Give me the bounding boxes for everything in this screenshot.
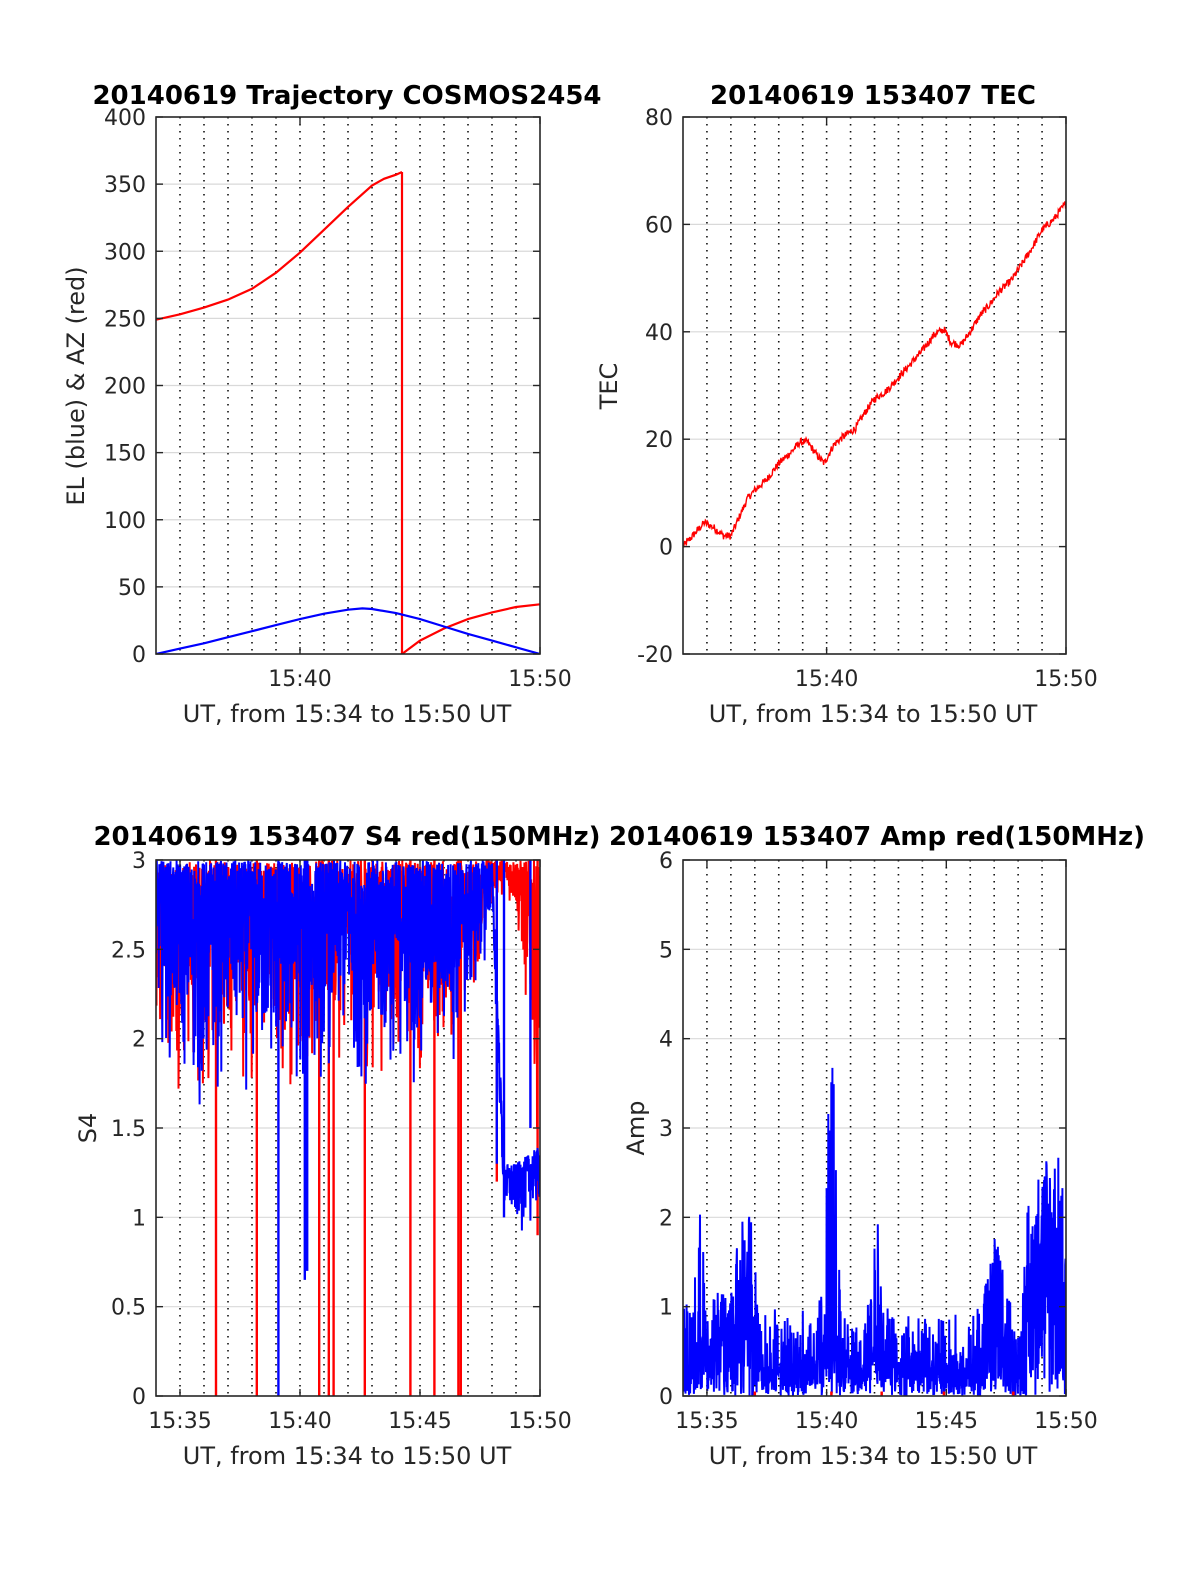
s4-xtick-label: 15:40 — [268, 1409, 331, 1434]
trajectory-ytick-label: 200 — [104, 375, 146, 400]
tec-xtick-label: 15:40 — [795, 667, 858, 692]
trajectory-panel: 0 50 100 150 200 250 300 350 400 15:40 15:50 20140… — [62, 81, 602, 728]
trajectory-xlabel: UT, from 15:34 to 15:50 UT — [183, 700, 512, 728]
tec-ytick-label: 60 — [645, 213, 673, 238]
s4-panel: 0 0.5 1 1.5 2 2.5 3 15:35 15:40 15:45 15:50 201406… — [74, 822, 601, 1470]
amp-xtick-label: 15:50 — [1034, 1409, 1097, 1434]
s4-xtick-label: 15:35 — [148, 1409, 211, 1434]
amp-ytick-label: 4 — [659, 1028, 673, 1053]
tec-series-red-line — [683, 201, 1066, 548]
amp-ytick-label: 0 — [659, 1385, 673, 1410]
amp-ticks: 0 1 2 3 4 5 6 15:35 15:40 15:45 15:50 — [659, 849, 1098, 1434]
s4-ytick-label: 0 — [132, 1385, 146, 1410]
amp-xtick-label: 15:40 — [795, 1409, 858, 1434]
s4-ytick-label: 2 — [132, 1028, 146, 1053]
s4-ticks: 0 0.5 1 1.5 2 2.5 3 15:35 15:40 15:45 15:50 — [111, 849, 572, 1434]
s4-ytick-label: 3 — [132, 849, 146, 874]
s4-ytick-label: 1 — [132, 1206, 146, 1231]
s4-ylabel: S4 — [74, 1113, 102, 1144]
amp-ytick-label: 3 — [659, 1117, 673, 1142]
tec-xlabel: UT, from 15:34 to 15:50 UT — [709, 700, 1038, 728]
tec-axes-frame — [682, 116, 1067, 655]
amp-series-blue-trace — [683, 1067, 1066, 1396]
amp-ytick-label: 5 — [659, 938, 673, 963]
trajectory-grid — [156, 117, 540, 654]
tec-ticks: -20 0 20 40 60 80 15:40 15:50 — [637, 106, 1098, 692]
tec-ytick-label: 0 — [659, 536, 673, 561]
amp-ylabel: Amp — [622, 1100, 650, 1155]
s4-xtick-label: 15:45 — [388, 1409, 451, 1434]
amp-title: 20140619 153407 Amp red(150MHz) — [609, 822, 1145, 852]
amp-xtick-label: 15:35 — [675, 1409, 738, 1434]
trajectory-ytick-label: 250 — [104, 307, 146, 332]
tec-ytick-label: 80 — [645, 106, 673, 131]
trajectory-series-red-line — [156, 170, 403, 321]
s4-title: 20140619 153407 S4 red(150MHz) — [93, 822, 600, 852]
amp-ytick-label: 1 — [659, 1296, 673, 1321]
trajectory-ytick-label: 300 — [104, 240, 146, 265]
s4-xtick-label: 15:50 — [508, 1409, 571, 1434]
s4-ytick-label: 0.5 — [111, 1296, 146, 1321]
trajectory-ytick-label: 400 — [104, 106, 146, 131]
tec-plot-area — [683, 201, 1066, 548]
trajectory-ytick-label: 350 — [104, 173, 146, 198]
trajectory-ticks: 0 50 100 150 200 250 300 350 400 15:40 15:50 — [104, 106, 572, 692]
s4-ytick-label: 1.5 — [111, 1117, 146, 1142]
tec-ytick-label: 20 — [645, 428, 673, 453]
tec-title: 20140619 153407 TEC — [710, 81, 1036, 111]
s4-series-blue-trace — [156, 860, 540, 1231]
tec-ytick-label: -20 — [637, 643, 673, 668]
tec-ytick-label: 40 — [645, 321, 673, 346]
tec-xtick-label: 15:50 — [1034, 667, 1097, 692]
trajectory-title: 20140619 Trajectory COSMOS2454 — [92, 81, 601, 111]
trajectory-ytick-label: 150 — [104, 442, 146, 467]
trajectory-ytick-label: 100 — [104, 509, 146, 534]
trajectory-ytick-label: 50 — [118, 576, 146, 601]
trajectory-xtick-label: 15:40 — [268, 667, 331, 692]
trajectory-ytick-label: 0 — [132, 643, 146, 668]
trajectory-plot-area — [156, 170, 540, 654]
trajectory-series-blue-line — [156, 607, 540, 654]
amp-panel: 0 1 2 3 4 5 6 15:35 15:40 15:45 15:50 20140619 153… — [609, 822, 1145, 1470]
amp-ytick-label: 6 — [659, 849, 673, 874]
trajectory-series-red-line — [401, 603, 540, 654]
amp-xtick-label: 15:45 — [915, 1409, 978, 1434]
tec-panel: -20 0 20 40 60 80 15:40 15:50 20140619 153407 T… — [595, 81, 1098, 728]
s4-plot-area — [156, 860, 540, 1396]
trajectory-ylabel: EL (blue) & AZ (red) — [62, 266, 90, 505]
tec-ylabel: TEC — [595, 363, 623, 411]
trajectory-xtick-label: 15:50 — [508, 667, 571, 692]
amp-xlabel: UT, from 15:34 to 15:50 UT — [709, 1442, 1038, 1470]
s4-xlabel: UT, from 15:34 to 15:50 UT — [183, 1442, 512, 1470]
amp-ytick-label: 2 — [659, 1206, 673, 1231]
s4-ytick-label: 2.5 — [111, 938, 146, 963]
tec-grid — [683, 117, 1066, 654]
